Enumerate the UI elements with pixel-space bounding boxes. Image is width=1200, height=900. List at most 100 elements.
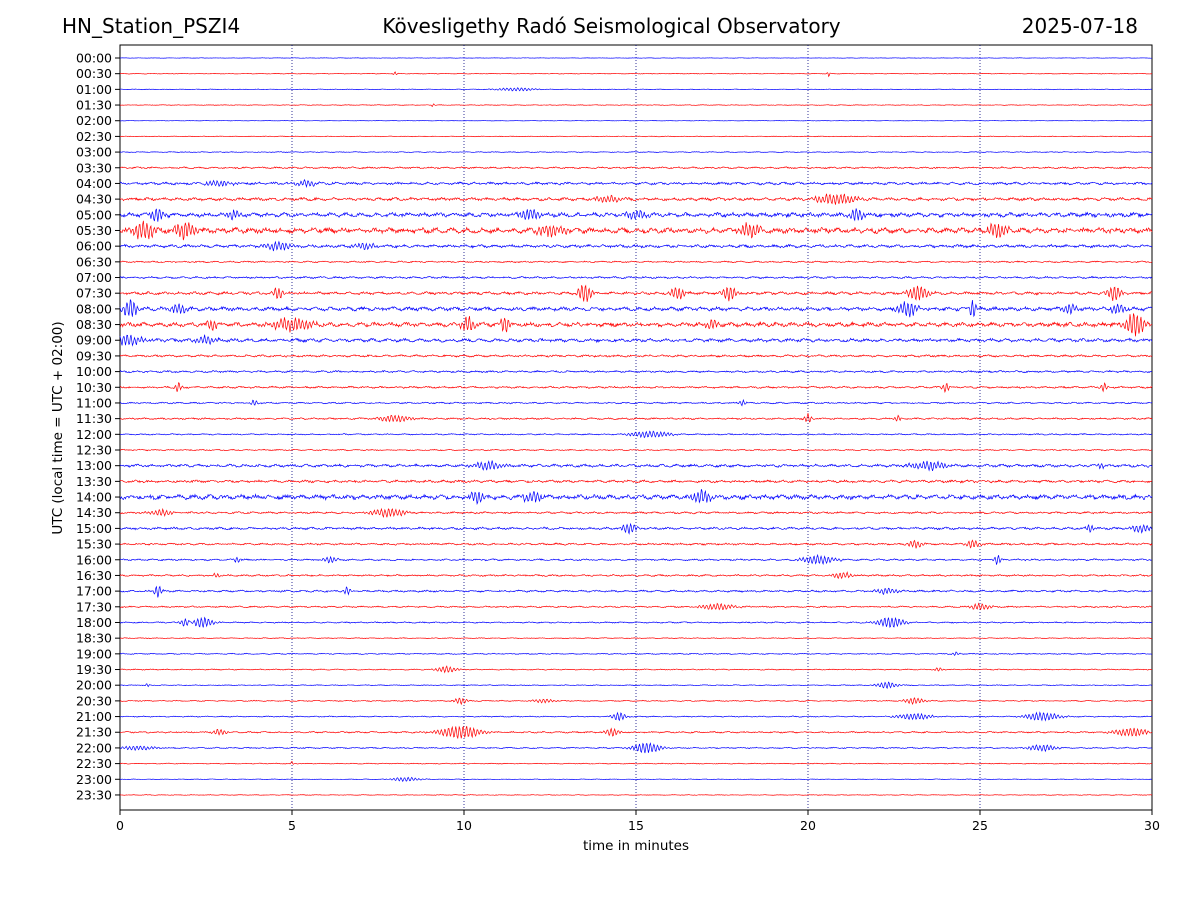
y-tick-label: 11:30 bbox=[76, 411, 112, 426]
x-tick-label: 20 bbox=[800, 818, 816, 833]
trace-1300 bbox=[119, 460, 1153, 472]
y-tick-label: 16:00 bbox=[76, 552, 112, 567]
y-tick-label: 02:00 bbox=[76, 113, 112, 128]
trace-1100 bbox=[119, 398, 1153, 407]
y-tick-label: 15:00 bbox=[76, 521, 112, 536]
trace-1600 bbox=[119, 553, 1153, 565]
trace-0830 bbox=[119, 313, 1153, 337]
trace-2200 bbox=[119, 742, 1153, 754]
trace-0400 bbox=[119, 178, 1153, 189]
trace-0430 bbox=[119, 193, 1153, 205]
y-tick-label: 22:00 bbox=[76, 740, 112, 755]
y-tick-label: 12:30 bbox=[76, 443, 112, 458]
grid-layer bbox=[291, 45, 981, 810]
y-tick-label: 12:00 bbox=[76, 427, 112, 442]
y-tick-label: 13:30 bbox=[76, 474, 112, 489]
y-tick-label: 19:00 bbox=[76, 646, 112, 661]
y-tick-label: 06:30 bbox=[76, 254, 112, 269]
y-tick-label: 01:00 bbox=[76, 82, 112, 97]
y-tick-label: 10:30 bbox=[76, 380, 112, 395]
y-tick-label: 08:00 bbox=[76, 301, 112, 316]
y-tick-label: 01:30 bbox=[76, 98, 112, 113]
trace-0100 bbox=[119, 87, 1153, 92]
x-tick-label: 15 bbox=[628, 818, 644, 833]
y-tick-label: 07:00 bbox=[76, 270, 112, 285]
y-tick-label: 17:00 bbox=[76, 584, 112, 599]
trace-2230 bbox=[119, 760, 1153, 765]
trace-0900 bbox=[119, 334, 1153, 347]
y-tick-label: 21:00 bbox=[76, 709, 112, 724]
trace-1800 bbox=[119, 616, 1153, 628]
y-tick-label: 16:30 bbox=[76, 568, 112, 583]
trace-1230 bbox=[119, 448, 1153, 452]
y-tick-label: 03:00 bbox=[76, 145, 112, 160]
trace-0500 bbox=[119, 208, 1153, 222]
trace-0030 bbox=[119, 71, 1153, 78]
trace-0130 bbox=[119, 103, 1153, 107]
y-tick-label: 06:00 bbox=[76, 239, 112, 254]
x-tick-label: 30 bbox=[1144, 818, 1160, 833]
trace-2130 bbox=[119, 725, 1153, 740]
y-tick-label: 09:00 bbox=[76, 333, 112, 348]
trace-1930 bbox=[119, 665, 1153, 674]
y-tick-label: 14:30 bbox=[76, 505, 112, 520]
y-tick-label: 18:00 bbox=[76, 615, 112, 630]
y-tick-label: 21:30 bbox=[76, 725, 112, 740]
trace-2100 bbox=[119, 711, 1153, 722]
y-tick-label: 11:00 bbox=[76, 395, 112, 410]
y-tick-label: 20:00 bbox=[76, 678, 112, 693]
trace-2000 bbox=[119, 681, 1153, 690]
station-name: HN_Station_PSZI4 bbox=[62, 14, 241, 38]
trace-0300 bbox=[119, 151, 1153, 153]
trace-1900 bbox=[119, 651, 1153, 656]
trace-0230 bbox=[119, 135, 1153, 138]
trace-1000 bbox=[119, 369, 1153, 374]
y-tick-layer: 00:0000:3001:0001:3002:0002:3003:0003:30… bbox=[76, 51, 120, 802]
trace-1500 bbox=[119, 522, 1153, 535]
y-tick-label: 00:00 bbox=[76, 51, 112, 66]
y-tick-label: 20:30 bbox=[76, 693, 112, 708]
trace-1030 bbox=[119, 382, 1153, 393]
trace-1200 bbox=[119, 430, 1153, 439]
chart-title: Kövesligethy Radó Seismological Observat… bbox=[382, 14, 841, 38]
y-tick-label: 05:00 bbox=[76, 207, 112, 222]
trace-0600 bbox=[119, 240, 1153, 252]
trace-2030 bbox=[119, 697, 1153, 706]
trace-0700 bbox=[119, 275, 1153, 280]
trace-0930 bbox=[119, 354, 1153, 358]
trace-1730 bbox=[119, 602, 1153, 611]
trace-1400 bbox=[119, 489, 1153, 505]
trace-1630 bbox=[119, 571, 1153, 580]
trace-0530 bbox=[119, 220, 1153, 241]
y-tick-label: 00:30 bbox=[76, 66, 112, 81]
y-tick-label: 03:30 bbox=[76, 160, 112, 175]
x-tick-label: 0 bbox=[116, 818, 124, 833]
trace-1700 bbox=[119, 585, 1153, 598]
y-tick-label: 04:30 bbox=[76, 192, 112, 207]
y-tick-label: 13:00 bbox=[76, 458, 112, 473]
trace-layer bbox=[119, 57, 1153, 796]
trace-1130 bbox=[119, 413, 1153, 423]
y-tick-label: 22:30 bbox=[76, 756, 112, 771]
trace-1830 bbox=[119, 637, 1153, 640]
y-tick-label: 23:00 bbox=[76, 772, 112, 787]
x-axis-label: time in minutes bbox=[583, 838, 689, 854]
y-tick-label: 08:30 bbox=[76, 317, 112, 332]
y-tick-label: 04:00 bbox=[76, 176, 112, 191]
y-tick-label: 17:30 bbox=[76, 599, 112, 614]
y-tick-label: 02:30 bbox=[76, 129, 112, 144]
x-tick-label: 5 bbox=[288, 818, 296, 833]
y-tick-label: 14:00 bbox=[76, 490, 112, 505]
trace-1530 bbox=[119, 539, 1153, 549]
trace-2300 bbox=[119, 776, 1153, 783]
chart-date: 2025-07-18 bbox=[1021, 14, 1138, 38]
y-tick-label: 07:30 bbox=[76, 286, 112, 301]
x-tick-label: 10 bbox=[456, 818, 472, 833]
y-tick-label: 18:30 bbox=[76, 631, 112, 646]
trace-0330 bbox=[119, 166, 1153, 170]
y-axis-label: UTC (local time = UTC + 02:00) bbox=[50, 321, 66, 534]
y-tick-label: 15:30 bbox=[76, 537, 112, 552]
x-tick-layer: 0 5 10 15 20 25 30 bbox=[116, 810, 1160, 833]
trace-2330 bbox=[119, 794, 1153, 796]
